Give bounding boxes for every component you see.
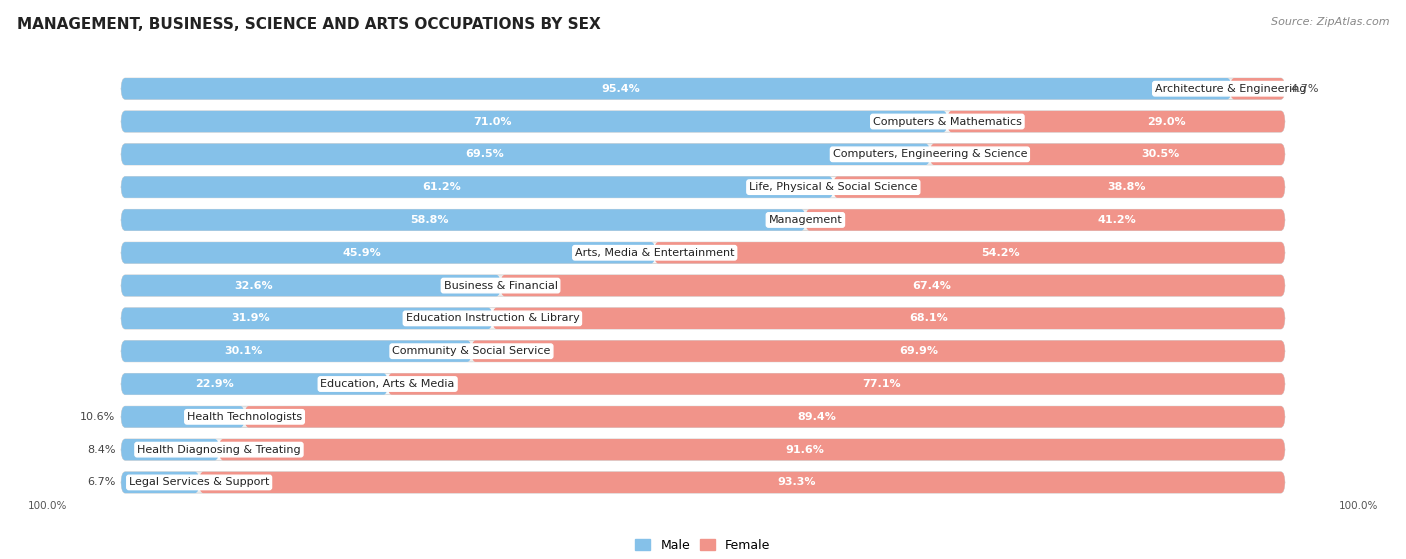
Text: Arts, Media & Entertainment: Arts, Media & Entertainment: [575, 248, 734, 258]
FancyBboxPatch shape: [121, 78, 1232, 100]
Text: 8.4%: 8.4%: [87, 444, 115, 454]
FancyBboxPatch shape: [121, 209, 1285, 231]
Text: Community & Social Service: Community & Social Service: [392, 346, 551, 356]
FancyBboxPatch shape: [121, 340, 471, 362]
Text: MANAGEMENT, BUSINESS, SCIENCE AND ARTS OCCUPATIONS BY SEX: MANAGEMENT, BUSINESS, SCIENCE AND ARTS O…: [17, 17, 600, 32]
Text: Education Instruction & Library: Education Instruction & Library: [405, 314, 579, 324]
Text: 38.8%: 38.8%: [1108, 182, 1146, 192]
FancyBboxPatch shape: [121, 242, 1285, 263]
FancyBboxPatch shape: [388, 373, 1285, 395]
FancyBboxPatch shape: [121, 111, 1285, 132]
FancyBboxPatch shape: [121, 242, 655, 263]
FancyBboxPatch shape: [948, 111, 1285, 132]
Text: 68.1%: 68.1%: [908, 314, 948, 324]
FancyBboxPatch shape: [834, 177, 1285, 198]
FancyBboxPatch shape: [121, 406, 1285, 428]
FancyBboxPatch shape: [245, 406, 1285, 428]
FancyBboxPatch shape: [501, 275, 1285, 296]
Text: 6.7%: 6.7%: [87, 477, 115, 487]
Text: Architecture & Engineering: Architecture & Engineering: [1154, 84, 1306, 94]
FancyBboxPatch shape: [121, 275, 1285, 296]
Text: 77.1%: 77.1%: [862, 379, 900, 389]
Text: 30.1%: 30.1%: [225, 346, 263, 356]
Text: 22.9%: 22.9%: [195, 379, 233, 389]
Text: 58.8%: 58.8%: [409, 215, 449, 225]
Text: 31.9%: 31.9%: [232, 314, 270, 324]
FancyBboxPatch shape: [654, 242, 1285, 263]
Text: Life, Physical & Social Science: Life, Physical & Social Science: [749, 182, 918, 192]
FancyBboxPatch shape: [492, 307, 1285, 329]
Text: Business & Financial: Business & Financial: [443, 281, 558, 291]
Text: 69.9%: 69.9%: [900, 346, 938, 356]
Text: 29.0%: 29.0%: [1147, 116, 1187, 126]
FancyBboxPatch shape: [121, 439, 1285, 460]
FancyBboxPatch shape: [806, 209, 1285, 231]
Text: 91.6%: 91.6%: [786, 444, 824, 454]
Text: Legal Services & Support: Legal Services & Support: [129, 477, 270, 487]
Text: 89.4%: 89.4%: [797, 412, 837, 422]
FancyBboxPatch shape: [471, 340, 1285, 362]
FancyBboxPatch shape: [121, 209, 806, 231]
Legend: Male, Female: Male, Female: [630, 534, 776, 557]
Text: 30.5%: 30.5%: [1142, 149, 1180, 159]
FancyBboxPatch shape: [121, 177, 834, 198]
FancyBboxPatch shape: [121, 144, 929, 165]
Text: Source: ZipAtlas.com: Source: ZipAtlas.com: [1271, 17, 1389, 27]
FancyBboxPatch shape: [121, 373, 1285, 395]
Text: 45.9%: 45.9%: [342, 248, 381, 258]
FancyBboxPatch shape: [1230, 78, 1285, 100]
Text: 54.2%: 54.2%: [981, 248, 1021, 258]
Text: Education, Arts & Media: Education, Arts & Media: [321, 379, 456, 389]
FancyBboxPatch shape: [121, 307, 1285, 329]
Text: 41.2%: 41.2%: [1098, 215, 1136, 225]
FancyBboxPatch shape: [121, 406, 245, 428]
Text: 32.6%: 32.6%: [235, 281, 273, 291]
Text: 69.5%: 69.5%: [465, 149, 505, 159]
FancyBboxPatch shape: [929, 144, 1285, 165]
Text: 61.2%: 61.2%: [422, 182, 461, 192]
Text: 100.0%: 100.0%: [28, 501, 67, 511]
FancyBboxPatch shape: [121, 373, 388, 395]
FancyBboxPatch shape: [219, 439, 1285, 460]
Text: 95.4%: 95.4%: [602, 84, 640, 94]
Text: Health Diagnosing & Treating: Health Diagnosing & Treating: [138, 444, 301, 454]
FancyBboxPatch shape: [121, 78, 1285, 100]
Text: 67.4%: 67.4%: [912, 281, 952, 291]
FancyBboxPatch shape: [121, 472, 1285, 493]
FancyBboxPatch shape: [121, 144, 1285, 165]
Text: 4.7%: 4.7%: [1291, 84, 1319, 94]
FancyBboxPatch shape: [121, 177, 1285, 198]
FancyBboxPatch shape: [200, 472, 1285, 493]
FancyBboxPatch shape: [121, 340, 1285, 362]
Text: 93.3%: 93.3%: [778, 477, 815, 487]
Text: Management: Management: [769, 215, 842, 225]
Text: 10.6%: 10.6%: [80, 412, 115, 422]
Text: Computers & Mathematics: Computers & Mathematics: [873, 116, 1022, 126]
Text: 71.0%: 71.0%: [474, 116, 512, 126]
Text: Computers, Engineering & Science: Computers, Engineering & Science: [832, 149, 1028, 159]
FancyBboxPatch shape: [121, 307, 492, 329]
FancyBboxPatch shape: [121, 472, 200, 493]
FancyBboxPatch shape: [121, 111, 948, 132]
Text: Health Technologists: Health Technologists: [187, 412, 302, 422]
Text: 100.0%: 100.0%: [1339, 501, 1378, 511]
FancyBboxPatch shape: [121, 275, 501, 296]
FancyBboxPatch shape: [121, 439, 219, 460]
